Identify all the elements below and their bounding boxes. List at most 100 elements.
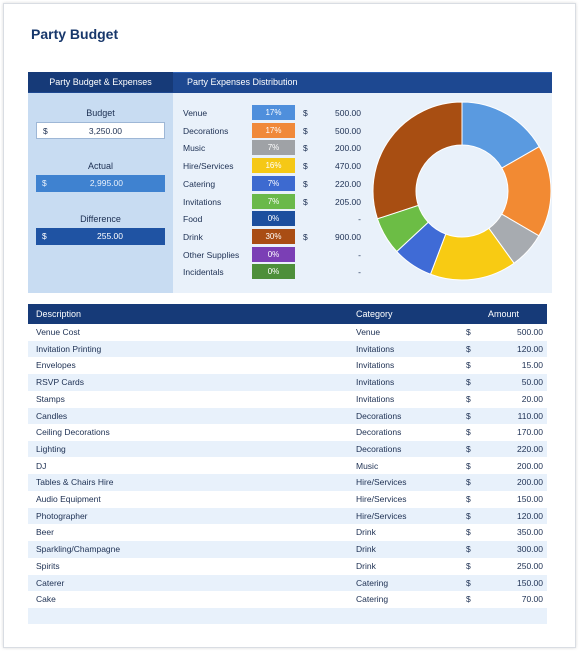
cell-currency: $	[466, 327, 471, 337]
cell-currency: $	[466, 393, 471, 404]
col-amount-header: Amount	[488, 309, 520, 319]
distribution-amount: 220.00	[335, 178, 361, 189]
cell-category: Decorations	[356, 443, 402, 454]
cell-description: Ceiling Decorations	[36, 427, 110, 438]
cell-amount: 20.00	[521, 393, 543, 404]
distribution-currency: $	[303, 231, 308, 242]
distribution-percent-badge: 0%	[252, 211, 295, 227]
table-row[interactable]: Venue Cost Venue $500.00	[28, 324, 547, 341]
cell-amount: 150.00	[517, 577, 543, 588]
table-row[interactable]: Caterer Catering $150.00	[28, 574, 547, 591]
expenses-table-header: Description Category Amount	[28, 304, 547, 324]
cell-description: Stamps	[36, 393, 65, 404]
cell-category: Venue	[356, 327, 381, 337]
cell-description: Caterer	[36, 577, 65, 588]
distribution-category-name: Incidentals	[183, 267, 224, 278]
distribution-currency: $	[303, 108, 308, 118]
budget-input[interactable]: $ 3,250.00	[36, 122, 165, 139]
cell-category: Hire/Services	[356, 477, 407, 488]
cell-category: Decorations	[356, 410, 402, 421]
cell-description: Tables & Chairs Hire	[36, 477, 114, 488]
table-row[interactable]: Cake Catering $70.00	[28, 591, 547, 608]
table-row[interactable]: Sparkling/Champagne Drink $300.00	[28, 541, 547, 558]
distribution-percent-badge: 7%	[252, 193, 295, 209]
actual-currency: $	[42, 178, 47, 188]
distribution-amount: 200.00	[335, 143, 361, 154]
cell-amount: 120.00	[517, 510, 543, 521]
cell-category: Hire/Services	[356, 494, 407, 504]
cell-currency: $	[466, 560, 471, 571]
distribution-percent-badge: 30%	[252, 228, 295, 244]
cell-description: Audio Equipment	[36, 494, 101, 504]
distribution-category-name: Music	[183, 143, 206, 154]
table-row[interactable]: Ceiling Decorations Decorations $170.00	[28, 424, 547, 441]
expenses-donut-chart	[372, 101, 552, 281]
cell-category: Music	[356, 460, 379, 471]
cell-amount: 50.00	[521, 377, 543, 388]
cell-description: DJ	[36, 460, 47, 471]
table-row[interactable]: Envelopes Invitations $15.00	[28, 357, 547, 374]
cell-description: Envelopes	[36, 360, 76, 371]
distribution-amount: 900.00	[335, 231, 361, 242]
cell-currency: $	[466, 410, 471, 421]
table-row[interactable]: Photographer Hire/Services $120.00	[28, 507, 547, 525]
cell-amount: 110.00	[517, 410, 543, 421]
cell-amount: 350.00	[517, 527, 543, 538]
donut-slice-drink	[372, 101, 463, 220]
difference-value: 255.00	[97, 231, 123, 241]
distribution-percent-badge: 17%	[252, 122, 295, 138]
table-row[interactable]: RSVP Cards Invitations $50.00	[28, 374, 547, 391]
table-row[interactable]: Candles Decorations $110.00	[28, 407, 547, 424]
table-row[interactable]: Invitation Printing Invitations $120.00	[28, 340, 547, 358]
cell-category: Invitations	[356, 377, 395, 388]
cell-currency: $	[466, 377, 471, 388]
summary-right-header: Party Expenses Distribution	[187, 77, 298, 87]
cell-description: Lighting	[36, 443, 66, 454]
cell-amount: 200.00	[517, 460, 543, 471]
cell-category: Invitations	[356, 343, 395, 354]
table-row[interactable]: DJ Music $200.00	[28, 458, 547, 475]
table-row[interactable]: Lighting Decorations $220.00	[28, 440, 547, 458]
cell-description: Venue Cost	[36, 327, 80, 337]
cell-amount: 220.00	[517, 443, 543, 454]
cell-amount: 500.00	[517, 327, 543, 337]
cell-amount: 15.00	[521, 360, 543, 371]
distribution-percent-badge: 0%	[252, 246, 295, 262]
cell-currency: $	[466, 594, 471, 605]
distribution-percent-badge: 17%	[252, 105, 295, 120]
table-row[interactable]: Beer Drink $350.00	[28, 524, 547, 541]
cell-description: Candles	[36, 410, 68, 421]
distribution-amount: -	[358, 214, 361, 225]
cell-category: Drink	[356, 544, 376, 555]
actual-value-box: $ 2,995.00	[36, 175, 165, 192]
cell-currency: $	[466, 427, 471, 438]
cell-description: Cake	[36, 594, 56, 605]
cell-category: Decorations	[356, 427, 402, 438]
table-row[interactable]: Spirits Drink $250.00	[28, 558, 547, 575]
cell-category: Drink	[356, 527, 376, 538]
col-description-header: Description	[36, 309, 82, 319]
table-row[interactable]: Audio Equipment Hire/Services $150.00	[28, 491, 547, 508]
cell-amount: 250.00	[517, 560, 543, 571]
distribution-currency: $	[303, 143, 308, 154]
cell-description: Photographer	[36, 510, 88, 521]
cell-amount: 200.00	[517, 477, 543, 488]
table-row[interactable]: Stamps Invitations $20.00	[28, 391, 547, 408]
cell-description: Spirits	[36, 560, 60, 571]
budget-currency: $	[43, 126, 48, 136]
cell-currency: $	[466, 343, 471, 354]
actual-label: Actual	[87, 161, 113, 171]
table-row[interactable]: Tables & Chairs Hire Hire/Services $200.00	[28, 474, 547, 491]
distribution-category-name: Catering	[183, 178, 216, 189]
difference-value-box: $ 255.00	[36, 228, 165, 245]
cell-category: Catering	[356, 577, 389, 588]
summary-left-header: Party Budget & Expenses	[28, 72, 173, 92]
distribution-currency: $	[303, 125, 308, 136]
distribution-category-name: Drink	[183, 231, 203, 242]
distribution-amount: 500.00	[335, 125, 361, 136]
cell-amount: 170.00	[517, 427, 543, 438]
table-row[interactable]	[28, 607, 547, 625]
cell-currency: $	[466, 510, 471, 521]
cell-category: Catering	[356, 594, 389, 605]
cell-category: Hire/Services	[356, 510, 407, 521]
